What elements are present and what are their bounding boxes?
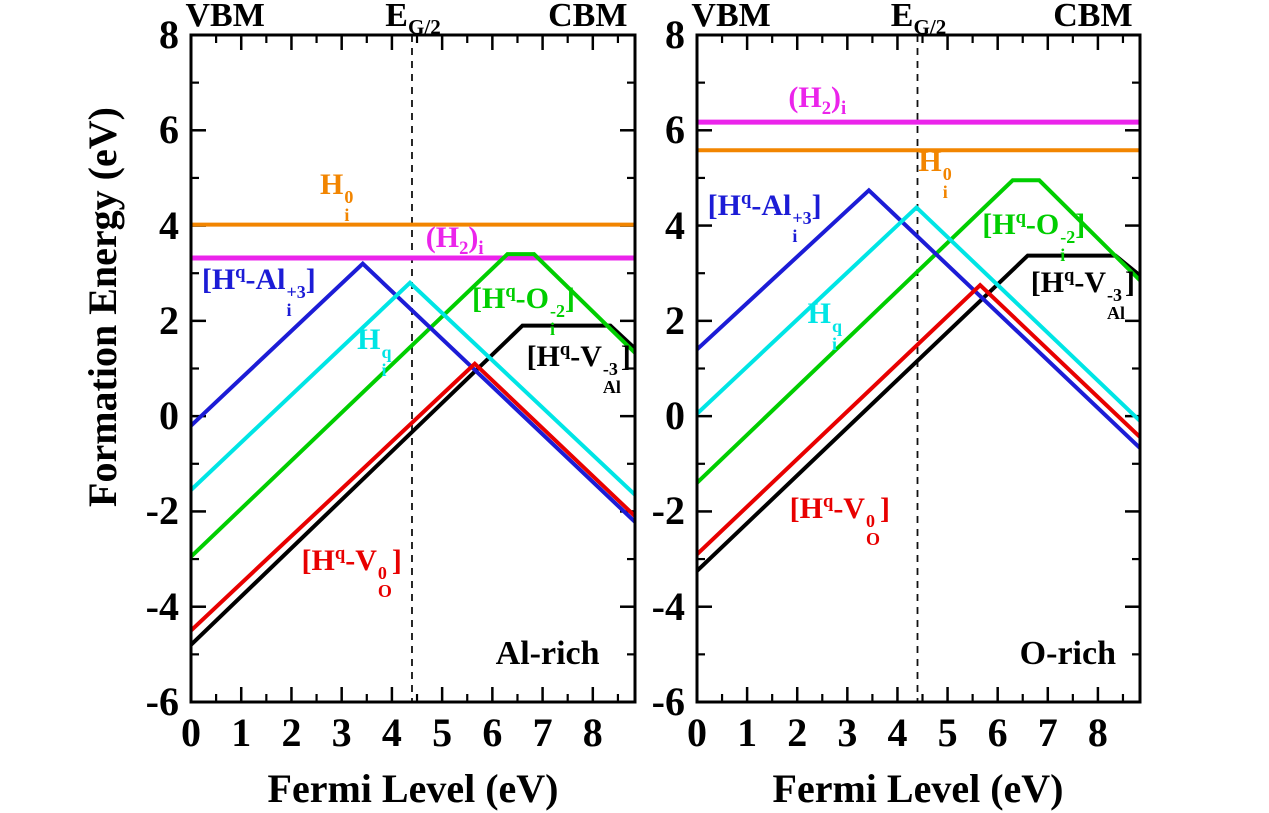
series-line-hq-ali: [695, 187, 1142, 450]
series-line-hq-oi: [695, 178, 1142, 485]
series-line-hq-vo: [189, 360, 637, 632]
x-axis-title-left: Fermi Level (eV): [267, 766, 559, 811]
x-axis-title-right: Fermi Level (eV): [772, 766, 1064, 811]
series-line-hq-val: [695, 253, 1142, 573]
series-line-hq-val: [189, 323, 637, 647]
y-axis-title: Formation Energy (eV): [80, 107, 125, 507]
series-line-hq-vo: [695, 282, 1142, 556]
panel-border-Al-rich: [189, 33, 637, 704]
series-line-hiq: [695, 204, 1142, 423]
series-line-hq-oi: [189, 252, 637, 559]
panel-border-O-rich: [695, 33, 1142, 704]
series-line-hq-ali: [189, 260, 637, 524]
series-line-hiq: [189, 279, 637, 497]
